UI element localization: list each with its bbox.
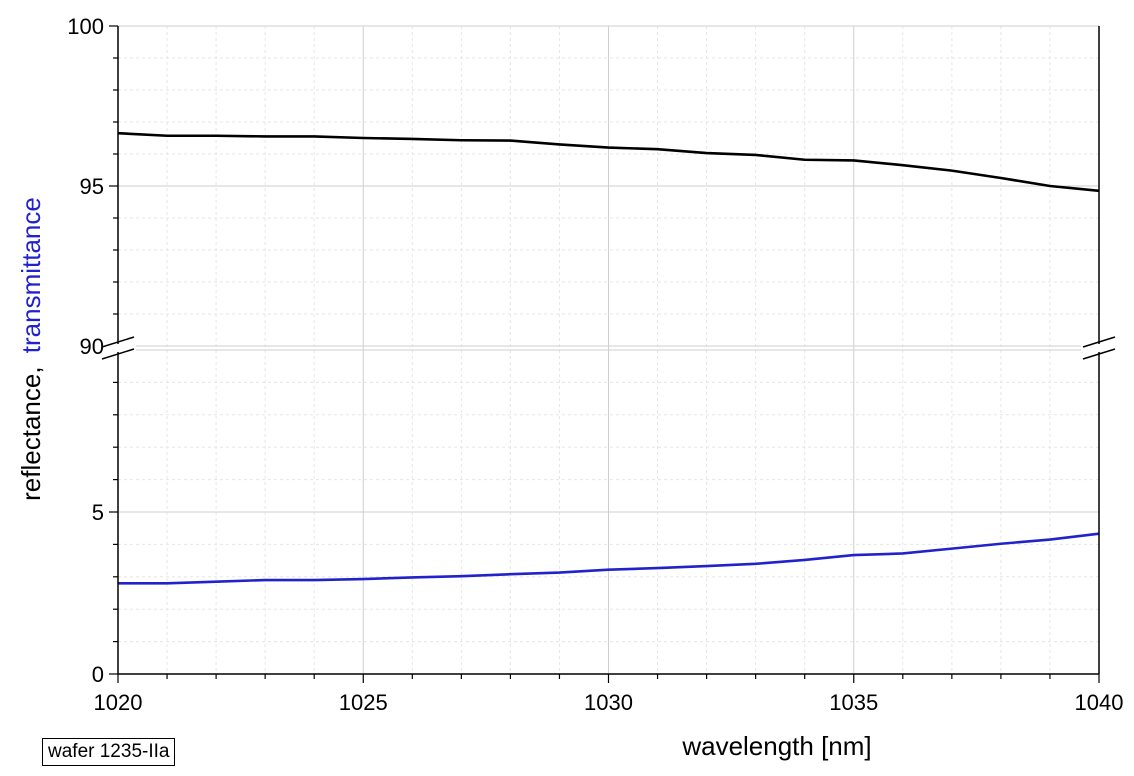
grid bbox=[117, 25, 1100, 675]
x-tick-label: 1035 bbox=[829, 690, 878, 715]
y-tick-label: 100 bbox=[67, 14, 104, 39]
sample-label: wafer 1235-IIa bbox=[42, 738, 176, 766]
y-tick-label: 90 bbox=[80, 334, 104, 359]
y-tick-label: 5 bbox=[92, 500, 104, 525]
axis-ticks bbox=[109, 25, 1100, 683]
tick-labels: 1020 1025 1030 1035 1040 0 5 90 95 100 bbox=[67, 14, 1123, 715]
y-axis-title: reflectance, transmittance bbox=[16, 197, 46, 501]
axis-breaks bbox=[100, 336, 1117, 360]
x-tick-label: 1025 bbox=[339, 690, 388, 715]
x-tick-label: 1040 bbox=[1075, 690, 1124, 715]
y-tick-label: 95 bbox=[80, 174, 104, 199]
y-axis-title-reflectance: reflectance, bbox=[16, 366, 46, 500]
series-group bbox=[117, 131, 1100, 585]
axis-break-mark bbox=[1082, 336, 1116, 348]
axis-break-mark bbox=[101, 336, 135, 348]
axis-break-mark bbox=[101, 348, 135, 360]
axis-break-gap bbox=[100, 344, 136, 352]
axis-break-gap bbox=[1081, 344, 1117, 352]
x-tick-label: 1030 bbox=[584, 690, 633, 715]
axis-break-mark bbox=[1082, 348, 1116, 360]
series-line-reflectance bbox=[117, 131, 1100, 193]
x-axis-title: wavelength [nm] bbox=[681, 731, 871, 761]
series-line-transmittance bbox=[118, 532, 1100, 585]
x-tick-label: 1020 bbox=[94, 690, 143, 715]
y-tick-label: 0 bbox=[92, 662, 104, 687]
y-axis-title-transmittance: transmittance bbox=[16, 197, 46, 353]
